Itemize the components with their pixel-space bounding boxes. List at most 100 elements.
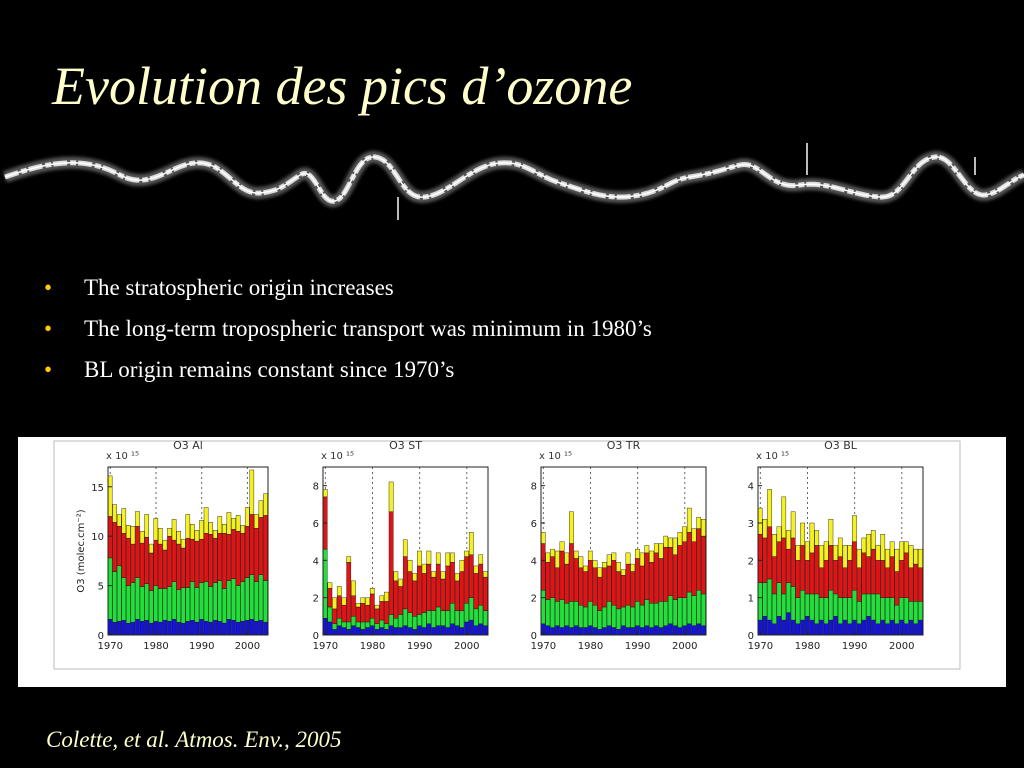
bar-bl	[639, 627, 645, 636]
bar-tr	[355, 621, 361, 628]
bar-tr	[908, 601, 914, 621]
bar-bl	[431, 627, 436, 636]
bar-residual	[668, 537, 673, 548]
axes-box	[540, 466, 707, 636]
bar-bl	[249, 618, 255, 636]
bar-tr	[540, 589, 546, 624]
bar-st	[804, 560, 810, 595]
bar-residual	[611, 552, 617, 561]
bar-residual	[445, 552, 451, 567]
bar-st	[374, 608, 380, 624]
bar-bl	[668, 623, 673, 636]
x-tick-label: 1970	[748, 641, 773, 652]
bar-tr	[833, 593, 838, 617]
bar-tr	[875, 593, 881, 624]
bar-tr	[158, 588, 163, 623]
x-tick-label: 1970	[98, 641, 123, 652]
bar-residual	[559, 541, 565, 552]
bar-st	[212, 537, 218, 583]
bar-bl	[231, 619, 236, 636]
bar-st	[144, 536, 149, 584]
bar-st	[696, 528, 702, 591]
bar-tr	[583, 606, 588, 628]
bar-st	[866, 556, 871, 595]
bar-bl	[701, 625, 706, 636]
bar-st	[327, 588, 333, 608]
bar-bl	[913, 623, 919, 636]
bar-st	[781, 537, 787, 595]
bar-tr	[564, 603, 570, 626]
bar-residual	[885, 548, 890, 568]
bar-bl	[602, 627, 607, 636]
bar-st	[663, 547, 669, 602]
bar-st	[786, 548, 791, 583]
bar-bl	[630, 627, 636, 636]
bar-bl	[180, 622, 186, 636]
bar-st	[767, 526, 772, 580]
bar-st	[856, 567, 862, 602]
bar-st	[644, 552, 650, 600]
bar-residual	[384, 591, 389, 602]
bar-st	[332, 608, 337, 624]
x-tick-label: 2000	[672, 641, 697, 652]
bar-st	[167, 535, 172, 587]
bar-tr	[388, 614, 394, 626]
bar-bl	[903, 623, 909, 636]
bar-bl	[875, 623, 881, 636]
bar-bl	[814, 623, 820, 636]
bar-st	[757, 533, 763, 583]
bar-residual	[258, 500, 264, 518]
chart-title: O3 Al	[173, 439, 203, 452]
bar-bl	[569, 627, 574, 636]
bar-residual	[691, 528, 697, 542]
bar-residual	[620, 569, 626, 576]
bar-st	[454, 580, 460, 611]
bar-residual	[116, 514, 122, 527]
bar-tr	[701, 593, 706, 626]
bar-tr	[866, 593, 871, 617]
bar-residual	[767, 489, 772, 527]
bar-residual	[875, 545, 881, 561]
bar-bl	[135, 618, 140, 636]
bar-residual	[185, 514, 191, 539]
bar-st	[226, 533, 232, 581]
bar-bl	[203, 620, 209, 636]
bar-residual	[194, 530, 200, 542]
bar-st	[217, 533, 223, 581]
bar-residual	[573, 550, 579, 559]
bar-residual	[244, 507, 250, 527]
bar-residual	[355, 603, 361, 608]
bar-tr	[823, 597, 829, 624]
bar-tr	[889, 597, 895, 621]
bar-tr	[682, 597, 687, 626]
bar-bl	[360, 629, 366, 636]
bar-tr	[144, 583, 149, 621]
bar-residual	[374, 604, 380, 610]
bar-st	[379, 601, 385, 621]
bar-bl	[578, 627, 584, 636]
citation: Colette, et al. Atmos. Env., 2005	[46, 727, 342, 752]
x-tick-label: 2000	[235, 641, 260, 652]
bar-residual	[583, 565, 588, 572]
bar-residual	[365, 597, 370, 606]
bar-bl	[653, 625, 659, 636]
bar-residual	[139, 531, 145, 544]
bar-bl	[649, 627, 654, 636]
bar-bl	[866, 616, 871, 636]
bar-residual	[908, 545, 914, 569]
bar-st	[180, 547, 186, 588]
bar-residual	[327, 582, 333, 589]
bar-tr	[762, 582, 768, 617]
bar-bl	[240, 620, 245, 636]
bar-tr	[483, 610, 488, 626]
bar-bl	[870, 619, 876, 636]
bar-residual	[249, 469, 255, 515]
bar-tr	[263, 580, 268, 623]
bar-tr	[899, 597, 904, 621]
bar-st	[918, 567, 923, 602]
bar-st	[875, 560, 881, 595]
bar-residual	[459, 560, 465, 572]
bar-tr	[393, 617, 399, 628]
bar-tr	[842, 597, 848, 621]
bar-bl	[388, 625, 394, 636]
